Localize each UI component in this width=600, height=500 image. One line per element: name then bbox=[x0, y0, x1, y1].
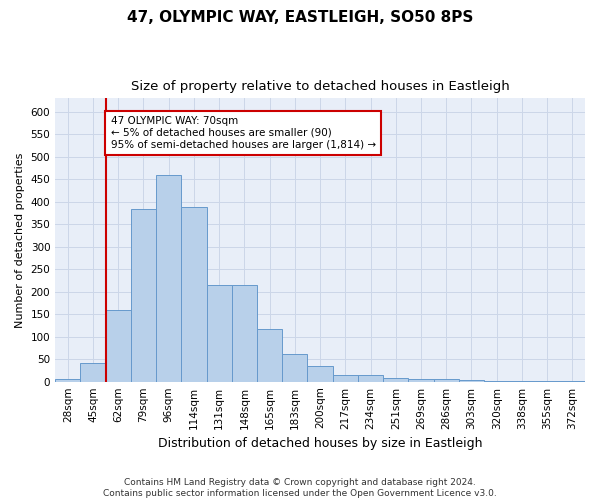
Bar bbox=[332, 376, 358, 382]
Bar bbox=[181, 207, 206, 382]
Bar bbox=[383, 378, 409, 382]
Bar bbox=[131, 208, 156, 382]
Bar bbox=[206, 285, 232, 382]
Bar bbox=[484, 381, 509, 382]
Bar bbox=[358, 376, 383, 382]
Text: 47, OLYMPIC WAY, EASTLEIGH, SO50 8PS: 47, OLYMPIC WAY, EASTLEIGH, SO50 8PS bbox=[127, 10, 473, 25]
Bar bbox=[257, 328, 282, 382]
Bar bbox=[535, 381, 560, 382]
Bar bbox=[156, 175, 181, 382]
Bar bbox=[282, 354, 307, 382]
Bar bbox=[55, 380, 80, 382]
Bar bbox=[106, 310, 131, 382]
Bar bbox=[459, 380, 484, 382]
Bar bbox=[409, 380, 434, 382]
Text: Contains HM Land Registry data © Crown copyright and database right 2024.
Contai: Contains HM Land Registry data © Crown c… bbox=[103, 478, 497, 498]
Bar bbox=[560, 381, 585, 382]
X-axis label: Distribution of detached houses by size in Eastleigh: Distribution of detached houses by size … bbox=[158, 437, 482, 450]
Bar bbox=[307, 366, 332, 382]
Title: Size of property relative to detached houses in Eastleigh: Size of property relative to detached ho… bbox=[131, 80, 509, 93]
Bar bbox=[434, 380, 459, 382]
Y-axis label: Number of detached properties: Number of detached properties bbox=[15, 152, 25, 328]
Bar bbox=[80, 363, 106, 382]
Text: 47 OLYMPIC WAY: 70sqm
← 5% of detached houses are smaller (90)
95% of semi-detac: 47 OLYMPIC WAY: 70sqm ← 5% of detached h… bbox=[110, 116, 376, 150]
Bar bbox=[232, 285, 257, 382]
Bar bbox=[509, 381, 535, 382]
